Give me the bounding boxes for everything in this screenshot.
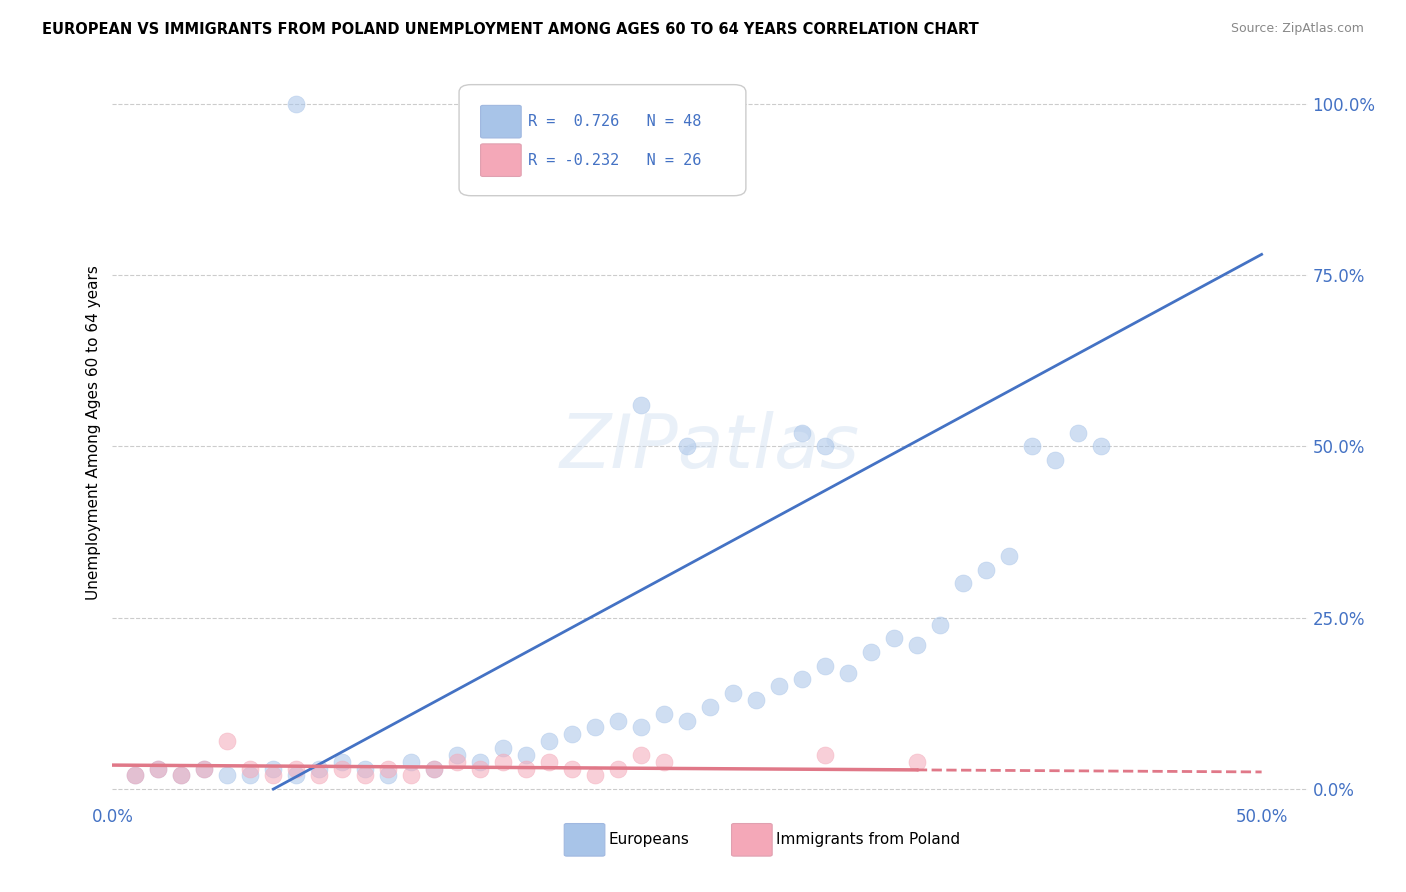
FancyBboxPatch shape [731,823,772,856]
Point [423,762,446,776]
Point [492,741,515,756]
Point [699,699,721,714]
Point [905,638,928,652]
Point [790,673,813,687]
Point [998,549,1021,563]
Point [538,755,561,769]
Point [814,439,837,453]
Point [285,762,308,776]
Point [952,576,974,591]
Point [170,768,193,782]
Point [354,762,377,776]
Point [262,768,284,782]
Text: R =  0.726   N = 48: R = 0.726 N = 48 [529,114,702,129]
Point [721,686,744,700]
Point [676,439,699,453]
Point [377,762,399,776]
Point [285,96,308,111]
Point [446,755,468,769]
Point [974,563,997,577]
Point [124,768,146,782]
Point [538,734,561,748]
Text: Source: ZipAtlas.com: Source: ZipAtlas.com [1230,22,1364,36]
Point [790,425,813,440]
Y-axis label: Unemployment Among Ages 60 to 64 years: Unemployment Among Ages 60 to 64 years [86,265,101,600]
Point [814,658,837,673]
Point [401,768,423,782]
FancyBboxPatch shape [564,823,605,856]
Point [239,762,262,776]
Point [492,755,515,769]
Point [217,768,239,782]
Point [124,768,146,782]
Point [583,768,606,782]
Point [285,768,308,782]
Point [170,768,193,782]
Point [446,747,468,762]
Point [470,755,492,769]
Point [193,762,215,776]
Point [217,734,239,748]
Point [905,755,928,769]
Point [561,762,583,776]
Point [1090,439,1112,453]
Point [676,714,699,728]
Point [928,617,950,632]
Point [1021,439,1043,453]
Point [630,747,652,762]
Point [1043,453,1066,467]
Point [330,762,353,776]
Point [630,398,652,412]
Point [262,762,284,776]
Point [1067,425,1090,440]
Point [401,755,423,769]
Point [814,747,837,762]
FancyBboxPatch shape [481,144,522,177]
Point [377,768,399,782]
Point [768,679,790,693]
FancyBboxPatch shape [458,85,747,195]
Point [652,755,675,769]
Point [583,720,606,734]
FancyBboxPatch shape [481,105,522,138]
Point [883,632,905,646]
Point [148,762,170,776]
Point [423,762,446,776]
Point [607,714,630,728]
Point [193,762,215,776]
Point [239,768,262,782]
Point [330,755,353,769]
Text: EUROPEAN VS IMMIGRANTS FROM POLAND UNEMPLOYMENT AMONG AGES 60 TO 64 YEARS CORREL: EUROPEAN VS IMMIGRANTS FROM POLAND UNEMP… [42,22,979,37]
Text: Europeans: Europeans [609,832,689,847]
Point [515,747,537,762]
Point [308,762,330,776]
Point [308,768,330,782]
Point [148,762,170,776]
Text: ZIPatlas: ZIPatlas [560,411,860,483]
Point [630,720,652,734]
Point [837,665,859,680]
Point [652,706,675,721]
Point [745,693,768,707]
Text: Immigrants from Poland: Immigrants from Poland [776,832,960,847]
Point [607,762,630,776]
Point [470,762,492,776]
Text: R = -0.232   N = 26: R = -0.232 N = 26 [529,153,702,168]
Point [561,727,583,741]
Point [515,762,537,776]
Point [354,768,377,782]
Point [859,645,882,659]
